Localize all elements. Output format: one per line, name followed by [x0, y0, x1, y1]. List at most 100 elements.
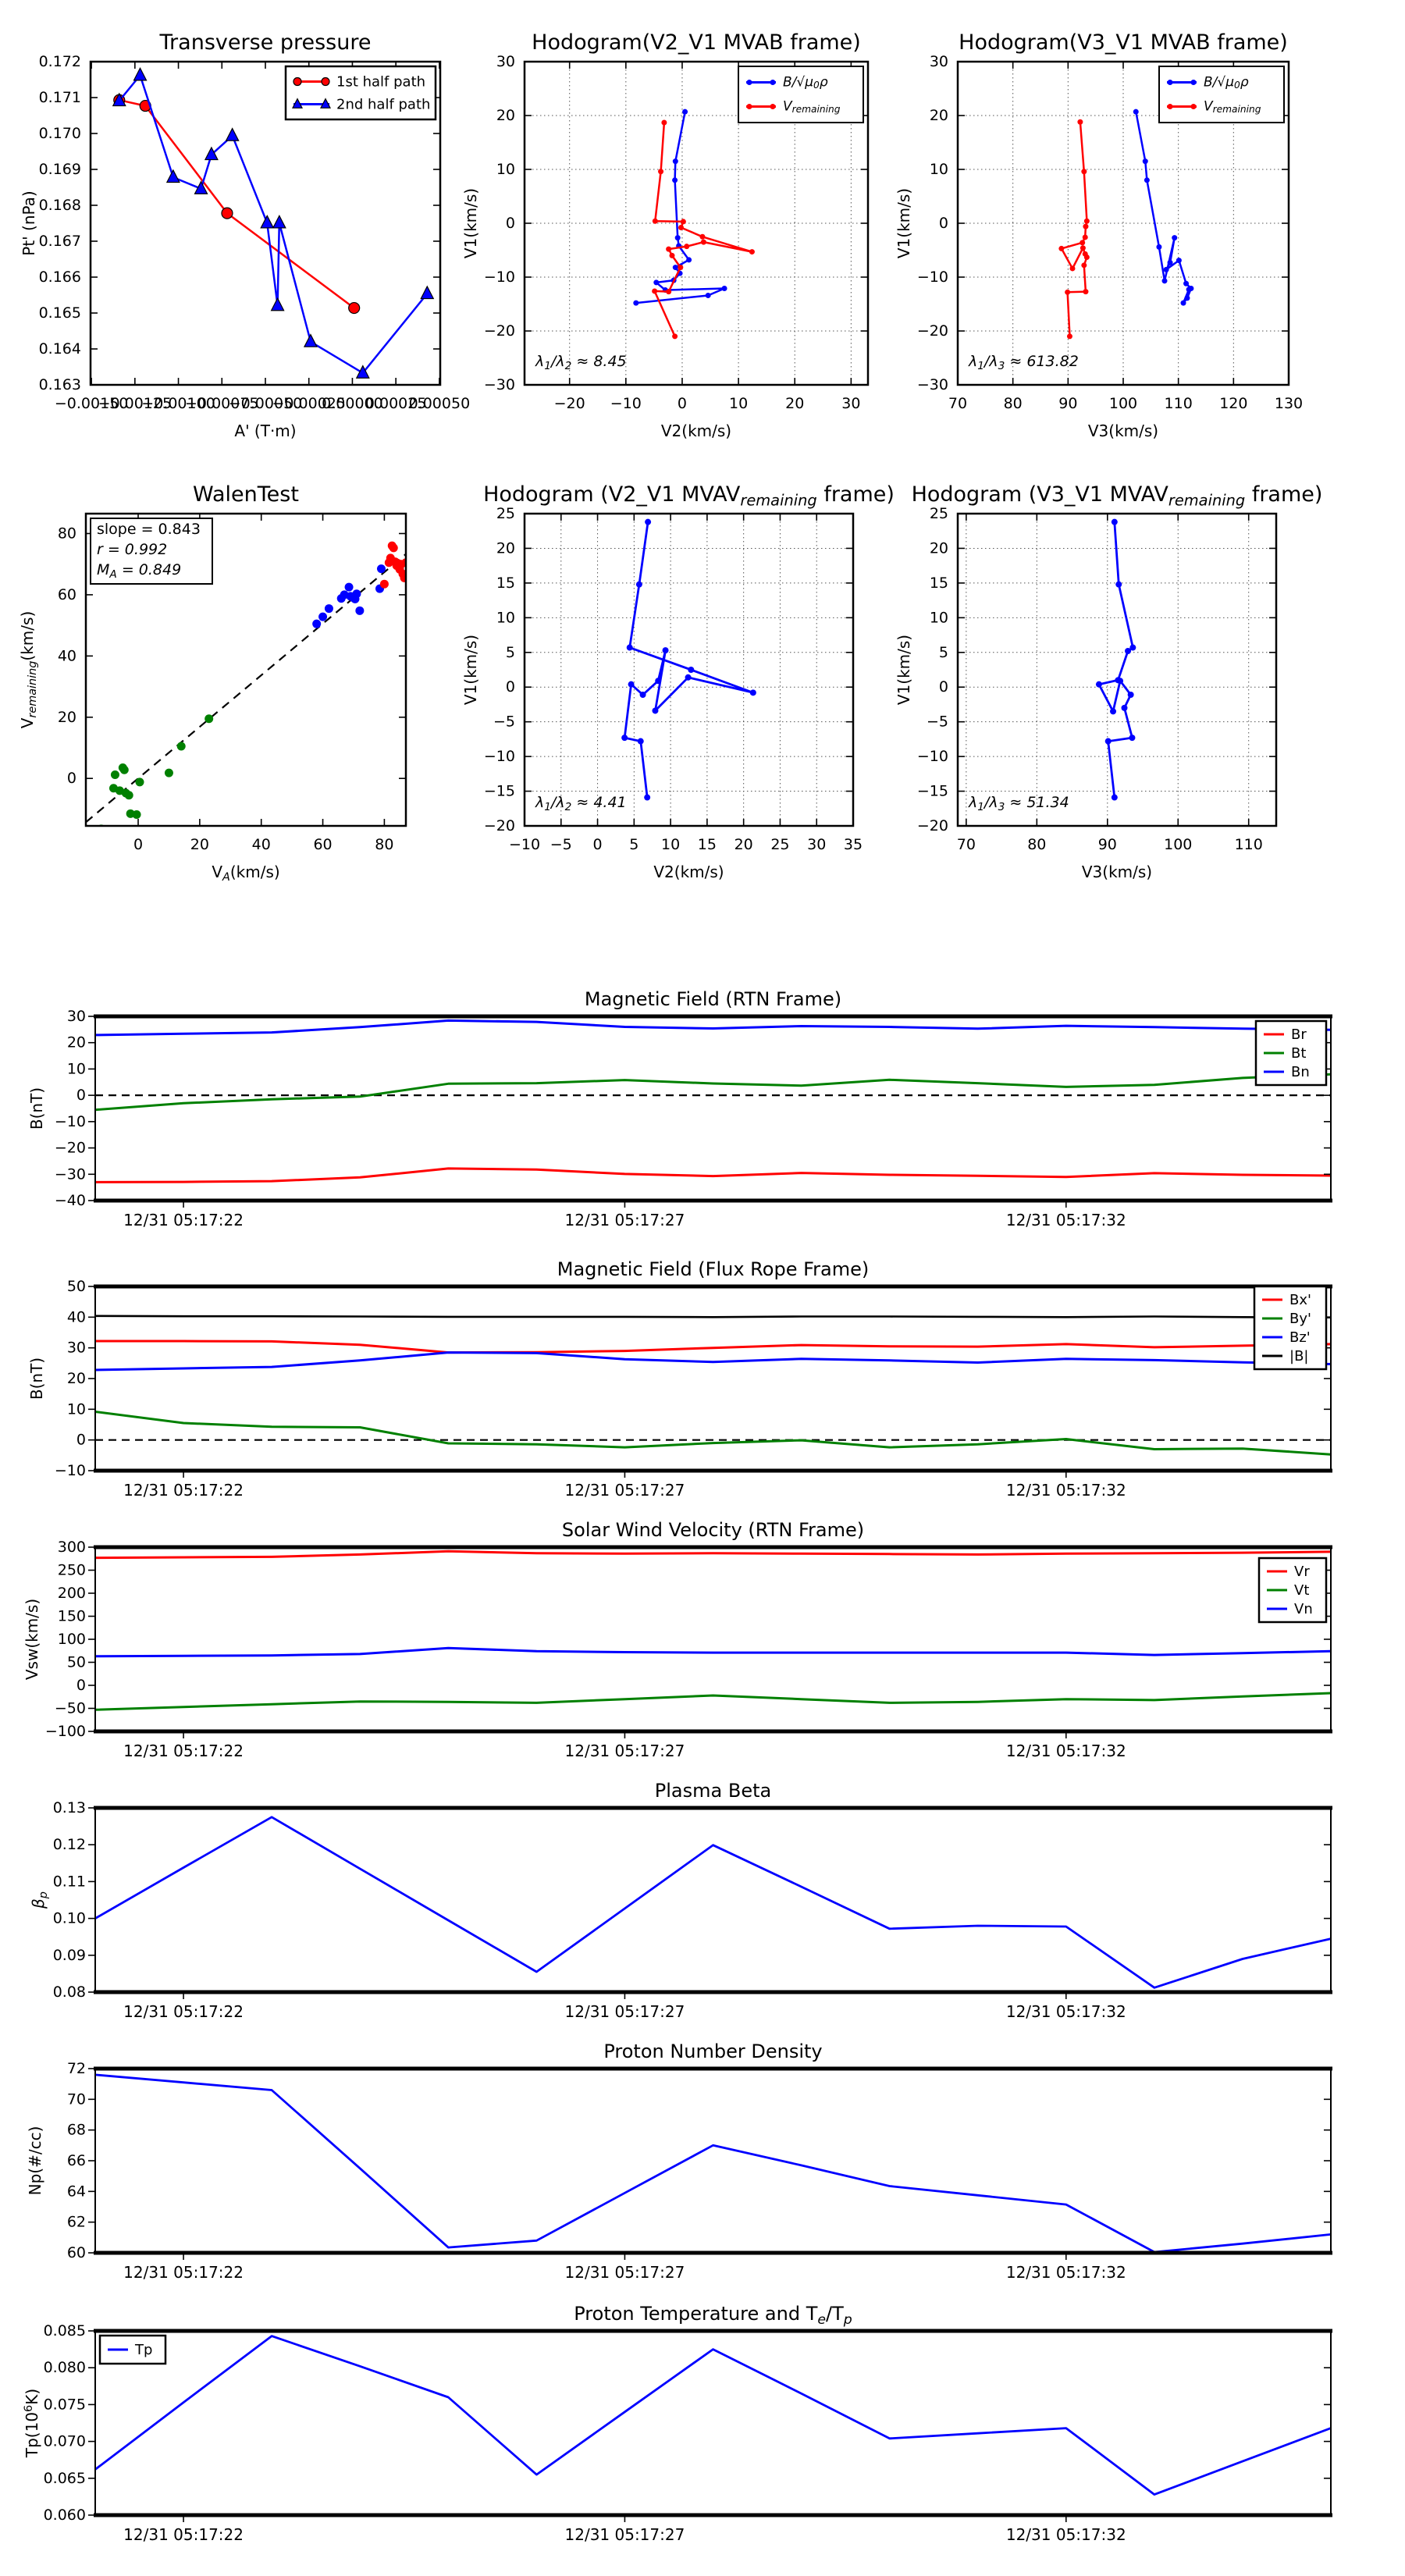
x-tick-label: 12/31 05:17:27	[565, 2263, 685, 2282]
y-tick-label: 0	[67, 770, 76, 787]
y-tick-label: 10	[67, 1060, 86, 1077]
tspan: Hodogram (V2_V1 MVAV	[483, 482, 741, 507]
series-B-magnitude	[94, 1315, 1332, 1318]
x-axis-label: A' (T·m)	[234, 422, 296, 440]
panel-walen-test: 0 20 40 60 80020406080WalenTestVA(km/s)Vrema…	[18, 482, 407, 884]
x-axis-label: V3(km/s)	[1088, 422, 1158, 440]
legend-label-vr: Vr	[1294, 1564, 1310, 1580]
tspan: 0.11	[53, 1873, 86, 1890]
triangle-marker	[292, 98, 303, 109]
tspan: 64	[67, 2183, 86, 2200]
y-tick-label: 0.075	[44, 2396, 86, 2413]
x-tick-label: 12/31 05:17:22	[123, 2002, 244, 2021]
x-tick-label: 0	[133, 836, 143, 853]
tspan: 20	[58, 709, 76, 726]
point-marker	[682, 109, 688, 115]
x-tick-label: 120	[1219, 395, 1247, 412]
point-marker	[621, 735, 628, 742]
y-tick-label: 250	[58, 1562, 86, 1579]
tspan: 200	[58, 1585, 86, 1602]
y-tick-label: 64	[67, 2183, 86, 2200]
x-tick-label: 90	[1058, 395, 1077, 412]
legend-label-vn: Vn	[1294, 1601, 1313, 1617]
y-axis-label: Vsw(km/s)	[23, 1599, 41, 1680]
x-tick-label: 12/31 05:17:32	[1006, 1211, 1126, 1229]
tspan: 60	[58, 586, 76, 603]
tspan: −20	[55, 1140, 86, 1157]
point-marker	[1190, 80, 1197, 85]
triangle-marker	[272, 215, 286, 229]
tspan: −20	[484, 817, 515, 834]
tspan: 0	[133, 836, 143, 853]
tspan: 30	[930, 53, 948, 70]
tspan: 90	[1058, 395, 1077, 412]
annotation-line: slope = 0.843	[97, 521, 201, 538]
y-tick-label: 50	[67, 1278, 86, 1295]
point-marker	[318, 612, 328, 621]
series-group	[633, 109, 755, 340]
point-marker	[1183, 280, 1190, 286]
tspan: 1	[544, 801, 551, 813]
legend-label-bx-: Bx'	[1289, 1292, 1311, 1308]
markers-green-points	[98, 714, 214, 827]
tspan: ρ	[820, 75, 828, 91]
x-tick-label: 12/31 05:17:22	[123, 2525, 244, 2544]
tspan: 110	[1235, 836, 1263, 853]
triangle-marker	[420, 285, 435, 300]
y-tick-label: 0.10	[53, 1910, 86, 1927]
tspan: 1st half path	[336, 73, 425, 90]
tspan: 60	[313, 836, 332, 853]
tspan: 0.10	[53, 1910, 86, 1927]
tspan: B/√μ	[1204, 75, 1234, 91]
point-marker	[652, 218, 658, 224]
panel-solar-wind-velocity: 12/31 05:17:22 12/31 05:17:27 12/31 05:17:…	[23, 1519, 1332, 1760]
tspan: 10	[67, 1060, 86, 1077]
y-tick-label: 0.165	[39, 304, 81, 322]
x-axis-label: V2(km/s)	[653, 863, 724, 881]
panel-hodogram-v3v1-mvab: 70 80 90 100 110 120 130−30−20−100102030Hodogr…	[895, 30, 1303, 440]
point-marker	[1129, 644, 1136, 651]
chart-title: Hodogram (V2_V1 MVAVremaining frame)	[483, 482, 895, 509]
tspan: 0	[939, 678, 948, 696]
x-tick-label: 12/31 05:17:32	[1006, 1742, 1126, 1760]
point-marker	[633, 300, 639, 306]
tspan: = 0.849	[117, 561, 181, 578]
tspan: Bz'	[1289, 1329, 1311, 1346]
point-marker	[164, 768, 173, 777]
tspan: 40	[252, 836, 271, 853]
ticks: 12/31 05:17:22 12/31 05:17:27 12/31 05:17:…	[55, 1008, 1331, 1229]
tspan: −5	[493, 713, 515, 731]
tspan: 0.00025	[365, 395, 427, 412]
y-tick-label: 62	[67, 2214, 86, 2231]
chart-title: Hodogram (V3_V1 MVAVremaining frame)	[912, 482, 1323, 509]
x-tick-label: 12/31 05:17:32	[1006, 2263, 1126, 2282]
tspan: 20	[785, 395, 804, 412]
legend-label-bz-: Bz'	[1289, 1329, 1311, 1346]
tspan: −10	[917, 748, 948, 765]
legend-label-tp: Tp	[134, 2342, 152, 2358]
tspan: −50	[55, 1700, 86, 1717]
point-marker	[1125, 648, 1132, 654]
tspan: 0.170	[39, 125, 81, 142]
tspan: 0	[593, 836, 603, 853]
tspan: λ	[968, 353, 977, 370]
axes-box	[94, 1807, 1332, 1993]
legend-label-2nd-half-path: 2nd half path	[336, 96, 430, 112]
y-tick-label: 0.163	[39, 376, 81, 393]
y-tick-label: −5	[927, 713, 948, 731]
tspan: 1	[544, 360, 551, 372]
ticks: 12/31 05:17:22 12/31 05:17:27 12/31 05:17:…	[45, 1539, 1331, 1760]
tspan: 150	[58, 1608, 86, 1625]
tspan: λ	[535, 794, 544, 811]
panel-magnetic-field-rtn: 12/31 05:17:22 12/31 05:17:27 12/31 05:17:…	[27, 988, 1332, 1229]
tspan: 12/31 05:17:22	[123, 2002, 244, 2021]
tspan: 80	[58, 525, 76, 542]
point-marker	[700, 239, 706, 245]
x-tick-label: −10	[610, 395, 642, 412]
point-marker	[684, 244, 690, 250]
ticks: 12/31 05:17:22 12/31 05:17:27 12/31 05:17:…	[55, 1278, 1331, 1500]
y-tick-label: 72	[67, 2060, 86, 2077]
y-tick-label: 0.085	[44, 2322, 86, 2339]
x-tick-label: −0.00075	[185, 395, 259, 412]
y-tick-label: −50	[55, 1700, 86, 1717]
